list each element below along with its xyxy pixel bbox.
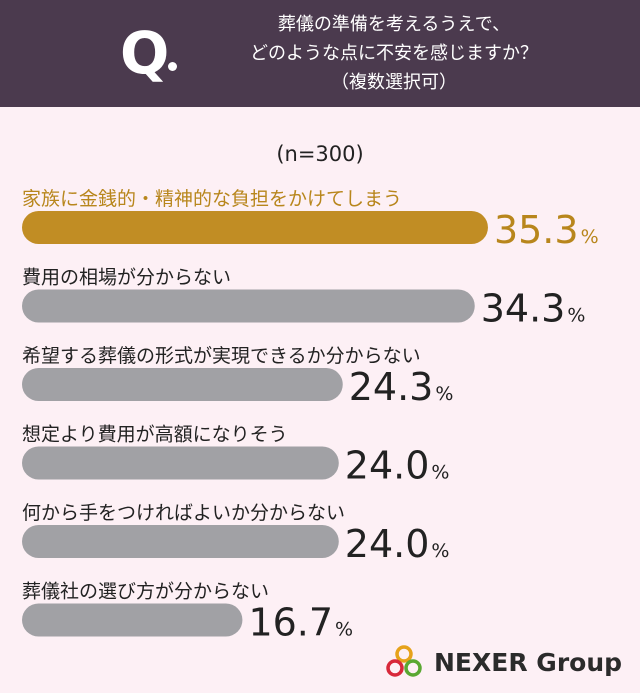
category-label: 費用の相場が分からない xyxy=(22,267,231,289)
question-line-2: どのような点に不安を感じますか？ xyxy=(250,43,538,64)
category-label: 葬儀社の選び方が分からない xyxy=(22,581,269,603)
percent-unit: % xyxy=(335,619,353,641)
category-label: 何から手をつければよいか分からない xyxy=(22,502,345,524)
percent-unit: % xyxy=(567,305,585,327)
value-label: 24.3 xyxy=(349,365,434,409)
nexer-logo-icon xyxy=(386,645,422,677)
percent-unit: % xyxy=(431,540,449,562)
value-label: 35.3 xyxy=(494,208,579,252)
question-mark: Q xyxy=(120,19,170,87)
value-label: 24.0 xyxy=(345,444,430,488)
category-label: 想定より費用が高額になりそう xyxy=(22,424,288,446)
brand-name: NEXER Group xyxy=(434,647,623,677)
bar xyxy=(22,603,243,637)
percent-unit: % xyxy=(431,462,449,484)
value-label: 16.7 xyxy=(248,601,333,645)
percent-unit: % xyxy=(435,383,453,405)
bar xyxy=(22,289,475,323)
bar xyxy=(22,446,339,480)
question-mark-dot xyxy=(168,62,177,71)
category-label: 家族に金銭的・精神的な負担をかけてしまう xyxy=(22,188,402,210)
bar xyxy=(22,368,343,401)
bar xyxy=(22,211,488,244)
question-text: 葬儀の準備を考えるうえで、 どのような点に不安を感じますか？ （複数選択可） xyxy=(194,10,594,97)
value-label: 34.3 xyxy=(481,287,566,331)
sample-size-label: (n=300) xyxy=(276,142,364,166)
question-line-1: 葬儀の準備を考えるうえで、 xyxy=(277,14,511,35)
question-header: Q 葬儀の準備を考えるうえで、 どのような点に不安を感じますか？ （複数選択可） xyxy=(0,0,640,107)
brand-logo: NEXER Group xyxy=(384,644,622,680)
question-line-3: （複数選択可） xyxy=(331,72,457,93)
category-label: 希望する葬儀の形式が実現できるか分からない xyxy=(22,345,421,367)
percent-unit: % xyxy=(581,226,599,248)
bar xyxy=(22,525,339,558)
value-label: 24.0 xyxy=(345,522,430,566)
